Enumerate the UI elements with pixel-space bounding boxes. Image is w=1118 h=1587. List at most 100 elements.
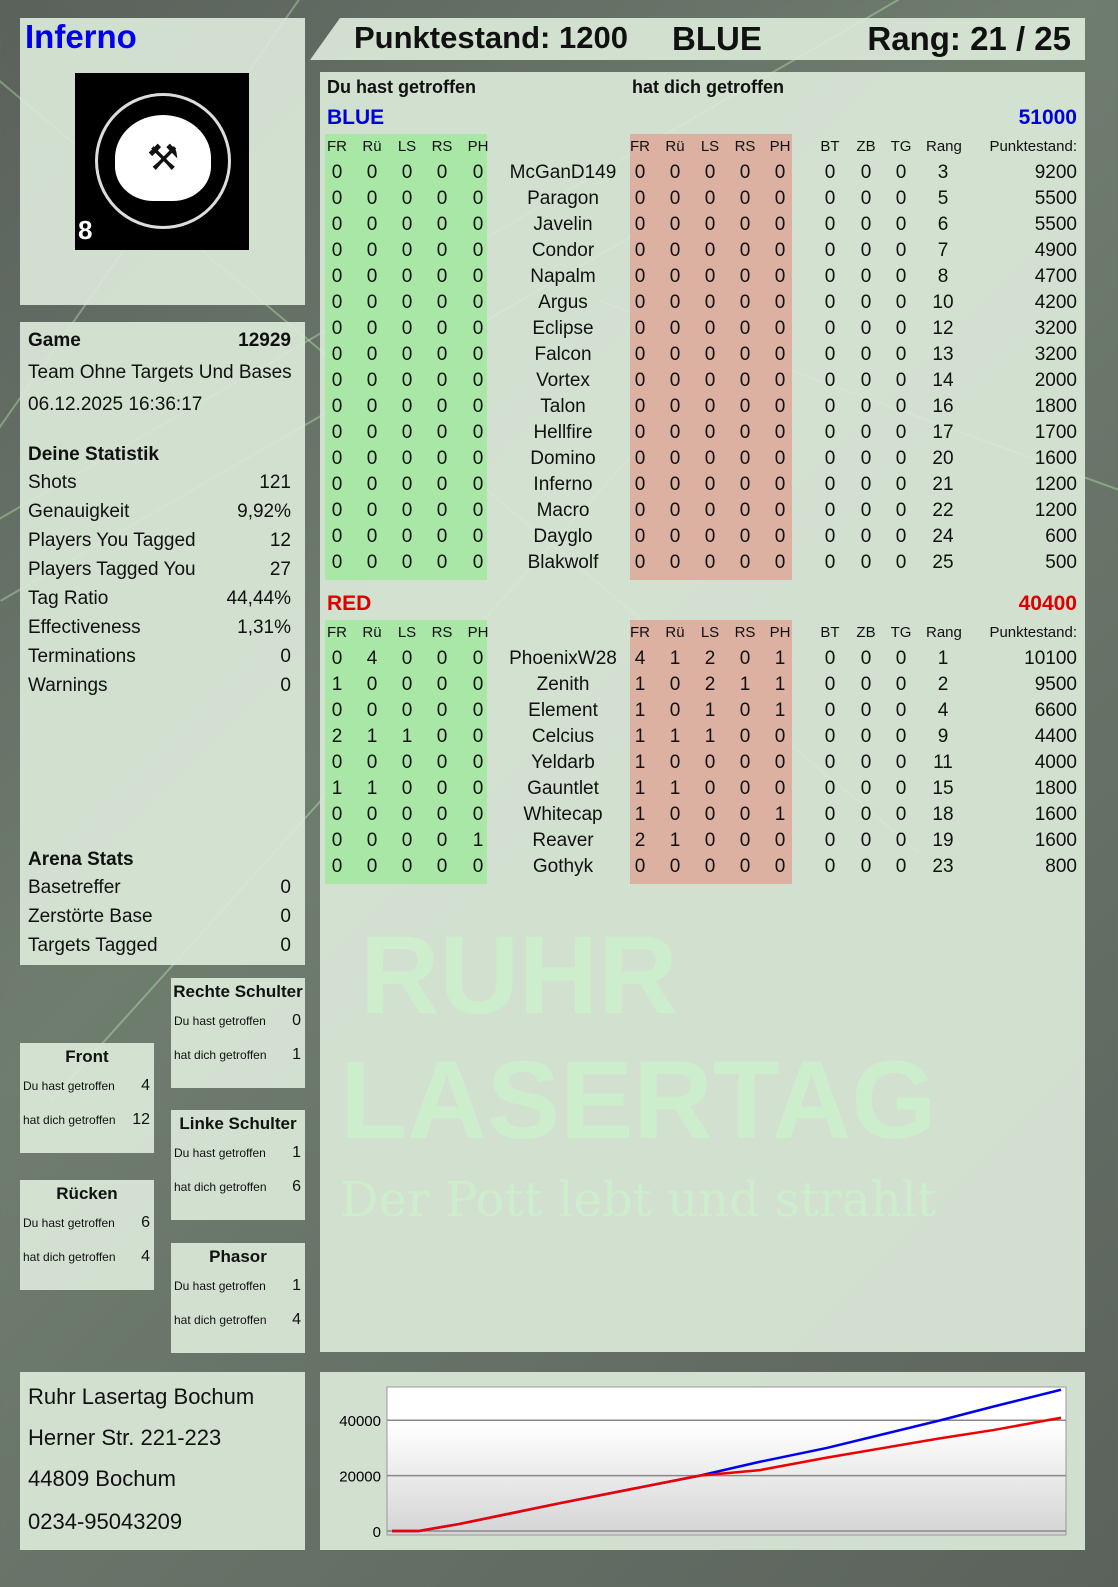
score-value: 4700 — [1034, 266, 1077, 287]
hit-you-value: 0 — [774, 526, 786, 547]
hit-you-value: 0 — [634, 856, 646, 877]
hit-you-value: 0 — [634, 188, 646, 209]
stats-title: Deine Statistik — [28, 444, 159, 465]
hit-you-value: 0 — [704, 752, 716, 773]
bt-value: 0 — [824, 318, 836, 339]
you-hit-value: 0 — [436, 830, 448, 851]
bt-value: 0 — [824, 162, 836, 183]
you-hit-value: 0 — [436, 500, 448, 521]
rank-value: 24 — [932, 526, 954, 547]
zone-value: 6 — [292, 1178, 301, 1195]
hit-you-value: 0 — [739, 700, 751, 721]
you-hit-value: 0 — [472, 804, 484, 825]
hit-you-value: 1 — [774, 648, 786, 669]
hit-you-value: 1 — [634, 778, 646, 799]
player-name: Macro — [536, 500, 590, 521]
hit-you-value: 0 — [739, 448, 751, 469]
player-score: Punktestand: 1200 — [354, 20, 628, 55]
player-name: Element — [528, 700, 598, 721]
you-hit-value: 0 — [436, 856, 448, 877]
rank-value: 12 — [932, 318, 954, 339]
hit-you-value: 0 — [634, 500, 646, 521]
player-name: Vortex — [536, 370, 590, 391]
zb-value: 0 — [860, 240, 872, 261]
stat-label: Effectiveness — [28, 617, 141, 638]
hit-you-value: 0 — [704, 500, 716, 521]
column-header: RS — [734, 624, 756, 641]
player-name: Talon — [540, 396, 586, 417]
hit-you-value: 0 — [739, 856, 751, 877]
you-hit-label: Du hast getroffen — [327, 77, 477, 97]
hit-you-value: 0 — [704, 240, 716, 261]
tg-value: 0 — [895, 292, 907, 313]
player-name: Yeldarb — [531, 752, 595, 773]
you-hit-value: 0 — [331, 856, 343, 877]
hit-you-value: 0 — [669, 552, 681, 573]
you-hit-value: 0 — [436, 674, 448, 695]
zb-value: 0 — [860, 674, 872, 695]
you-hit-value: 0 — [472, 552, 484, 573]
rank-value: 7 — [937, 240, 949, 261]
you-hit-value: 0 — [366, 266, 378, 287]
you-hit-value: 0 — [401, 856, 413, 877]
you-hit-value: 0 — [436, 370, 448, 391]
rank-value: 21 — [932, 474, 954, 495]
hit-you-value: 0 — [704, 856, 716, 877]
score-value: 10100 — [1024, 648, 1077, 669]
hit-you-value: 0 — [739, 188, 751, 209]
score-value: 5500 — [1034, 188, 1077, 209]
you-hit-value: 4 — [366, 648, 378, 669]
stat-value: 0 — [280, 877, 291, 898]
rank-value: 8 — [937, 266, 949, 287]
zone-title: Linke Schulter — [179, 1114, 297, 1133]
score-value: 500 — [1045, 552, 1077, 573]
hit-you-value: 1 — [704, 700, 716, 721]
player-name: Gauntlet — [527, 778, 599, 799]
zb-value: 0 — [860, 552, 872, 573]
hit-you-value: 0 — [634, 474, 646, 495]
hit-you-value: 0 — [739, 396, 751, 417]
hit-you-label: hat dich getroffen — [632, 77, 784, 97]
you-hit-value: 0 — [436, 752, 448, 773]
rank-value: 2 — [937, 674, 949, 695]
zb-value: 0 — [860, 752, 872, 773]
hit-you-value: 0 — [774, 830, 786, 851]
you-hit-value: 0 — [366, 700, 378, 721]
you-hit-value: 0 — [472, 648, 484, 669]
you-hit-value: 0 — [436, 448, 448, 469]
score-value: 4400 — [1034, 726, 1077, 747]
player-name: Inferno — [533, 474, 593, 495]
you-hit-value: 0 — [472, 856, 484, 877]
rank-value: 9 — [937, 726, 949, 747]
score-value: 6600 — [1034, 700, 1077, 721]
hit-you-value: 1 — [634, 674, 646, 695]
player-name: Javelin — [533, 214, 593, 235]
hit-you-value: 0 — [774, 344, 786, 365]
rank-value: 14 — [932, 370, 954, 391]
you-hit-value: 1 — [472, 830, 484, 851]
you-hit-value: 0 — [331, 214, 343, 235]
tg-value: 0 — [895, 422, 907, 443]
address-line: Herner Str. 221-223 — [28, 1425, 222, 1450]
you-hit-value: 0 — [401, 552, 413, 573]
player-rank: Rang: 21 / 25 — [867, 20, 1071, 57]
column-header: PH — [769, 138, 791, 155]
tg-value: 0 — [895, 396, 907, 417]
stat-label: Basetreffer — [28, 877, 121, 898]
zone-you-hit: Du hast getroffen 4 — [23, 1077, 150, 1095]
you-hit-value: 0 — [366, 344, 378, 365]
you-hit-value: 0 — [436, 396, 448, 417]
zone-label: Du hast getroffen — [174, 1014, 266, 1028]
zb-value: 0 — [860, 778, 872, 799]
column-header: LS — [397, 624, 417, 641]
you-hit-value: 0 — [401, 370, 413, 391]
hit-you-value: 0 — [739, 422, 751, 443]
score-value: 4200 — [1034, 292, 1077, 313]
score-value: 1800 — [1034, 778, 1077, 799]
hit-you-value: 1 — [704, 726, 716, 747]
tg-value: 0 — [895, 188, 907, 209]
you-hit-value: 0 — [436, 162, 448, 183]
hit-you-value: 0 — [704, 422, 716, 443]
you-hit-value: 1 — [366, 778, 378, 799]
you-hit-value: 0 — [331, 474, 343, 495]
